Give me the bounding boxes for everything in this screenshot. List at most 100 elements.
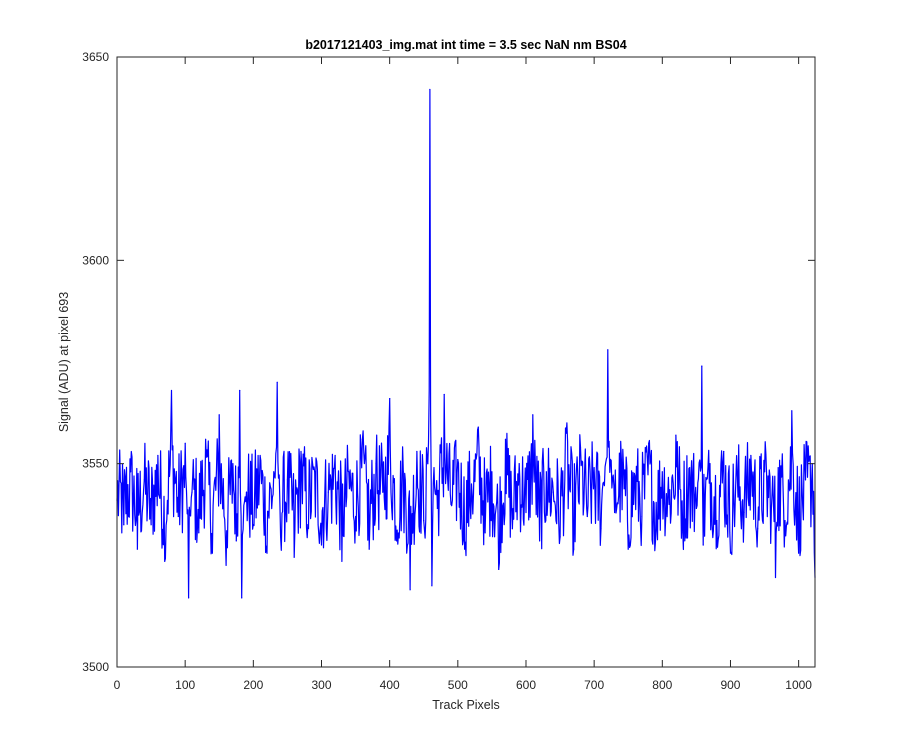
data-point xyxy=(409,589,411,591)
data-point xyxy=(177,515,179,518)
data-point xyxy=(314,471,316,473)
data-point xyxy=(286,479,288,481)
data-point xyxy=(457,459,459,461)
data-point xyxy=(484,532,486,534)
data-point xyxy=(573,548,575,550)
data-point xyxy=(276,381,278,383)
data-point xyxy=(188,597,190,599)
data-point xyxy=(235,540,237,542)
data-point xyxy=(545,471,548,473)
data-point xyxy=(470,483,473,485)
data-point xyxy=(532,414,534,416)
data-point xyxy=(191,491,193,493)
y-tick-label: 3650 xyxy=(82,50,109,64)
data-point xyxy=(491,471,493,473)
series-line xyxy=(116,88,816,599)
data-point xyxy=(341,560,343,562)
data-point xyxy=(607,349,609,351)
data-point xyxy=(675,434,677,436)
data-point xyxy=(389,398,391,400)
data-point xyxy=(791,410,793,412)
data-point xyxy=(695,507,698,509)
data-point xyxy=(368,548,370,550)
y-tick-label: 3500 xyxy=(82,660,109,674)
data-point xyxy=(661,471,663,473)
data-point xyxy=(559,536,561,538)
x-tick-label: 800 xyxy=(652,678,672,692)
data-point xyxy=(770,507,773,509)
x-tick-label: 300 xyxy=(311,678,331,692)
data-point xyxy=(205,438,207,440)
data-point xyxy=(427,463,429,465)
data-point xyxy=(280,536,282,538)
x-axis: 0 100 200 300 400 500 600 700 800 900 1000 xyxy=(114,57,812,692)
data-point xyxy=(798,552,800,554)
data-point xyxy=(239,389,241,392)
data-point xyxy=(682,532,684,534)
data-point xyxy=(375,463,377,465)
data-point xyxy=(729,552,732,554)
data-point xyxy=(525,511,527,514)
data-point xyxy=(716,520,718,522)
data-point xyxy=(300,450,302,453)
data-point xyxy=(143,479,145,481)
data-point xyxy=(225,564,227,566)
chart-title: b2017121403_img.mat int time = 3.5 sec N… xyxy=(305,38,626,52)
x-tick-label: 700 xyxy=(584,678,604,692)
data-point xyxy=(327,491,329,493)
data-point xyxy=(423,520,425,522)
data-point xyxy=(777,467,779,469)
data-point xyxy=(443,393,445,396)
x-tick-label: 500 xyxy=(448,678,468,692)
data-point xyxy=(498,568,500,571)
y-tick-label: 3600 xyxy=(82,253,109,267)
data-point xyxy=(648,442,650,444)
data-point xyxy=(252,524,254,526)
data-point xyxy=(641,515,643,518)
data-point xyxy=(218,414,220,416)
data-point xyxy=(668,503,670,505)
data-point xyxy=(804,479,807,481)
data-point xyxy=(593,467,595,469)
data-point xyxy=(566,422,568,424)
data-point xyxy=(320,544,323,546)
data-point xyxy=(511,528,513,530)
data-point xyxy=(241,597,243,599)
data-point xyxy=(307,524,309,526)
x-tick-label: 400 xyxy=(380,678,400,692)
data-point xyxy=(757,528,759,530)
x-tick-label: 1000 xyxy=(785,678,812,692)
data-point xyxy=(433,467,435,469)
data-point xyxy=(450,503,452,505)
data-point xyxy=(504,438,507,440)
x-tick-label: 200 xyxy=(243,678,263,692)
data-point xyxy=(518,463,520,465)
data-point xyxy=(634,475,636,477)
x-tick-label: 100 xyxy=(175,678,195,692)
x-tick-label: 900 xyxy=(720,678,740,692)
data-point xyxy=(361,438,363,440)
data-point xyxy=(164,560,166,562)
data-point xyxy=(429,88,431,91)
data-point xyxy=(614,511,616,514)
data-point xyxy=(552,491,554,493)
data-point xyxy=(150,524,152,526)
data-point xyxy=(689,467,691,469)
x-tick-label: 600 xyxy=(516,678,536,692)
data-point xyxy=(123,524,125,526)
data-point xyxy=(764,471,766,473)
y-tick-label: 3550 xyxy=(82,457,109,471)
data-point xyxy=(743,511,745,514)
plot-area xyxy=(116,88,816,599)
data-point xyxy=(157,454,159,457)
data-point xyxy=(586,515,588,518)
data-point xyxy=(627,548,629,550)
data-point xyxy=(709,463,711,465)
data-point xyxy=(355,515,357,518)
x-axis-label: Track Pixels xyxy=(432,698,500,712)
data-point xyxy=(293,556,295,558)
data-point xyxy=(416,450,418,453)
data-point xyxy=(620,459,623,461)
data-point xyxy=(431,585,433,587)
data-point xyxy=(211,552,213,554)
